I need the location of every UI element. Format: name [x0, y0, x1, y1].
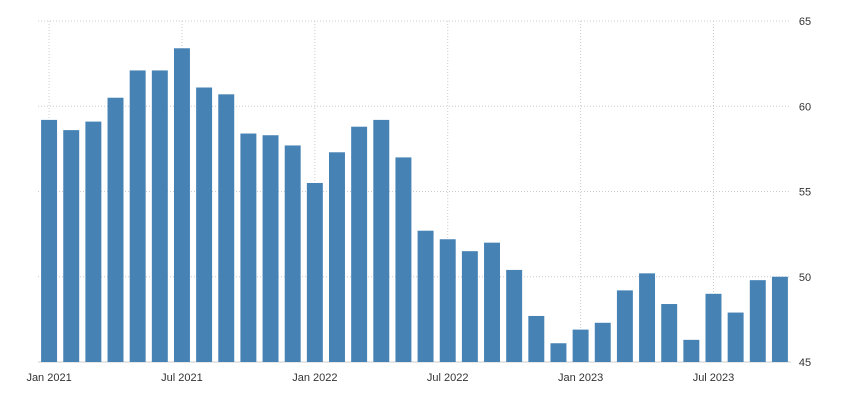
bar-2022-01[interactable] — [306, 182, 323, 362]
y-tick-label: 45 — [799, 357, 811, 369]
x-tick-label: Jul 2021 — [161, 372, 203, 384]
bar-2021-01[interactable] — [41, 119, 58, 362]
bar-2022-10[interactable] — [506, 269, 523, 362]
bar-2023-03[interactable] — [616, 290, 633, 362]
bar-2021-07[interactable] — [173, 48, 190, 362]
x-tick-label: Jul 2023 — [693, 372, 735, 384]
bar-2023-07[interactable] — [705, 293, 722, 362]
bar-2021-04[interactable] — [107, 97, 124, 362]
bar-2022-08[interactable] — [461, 251, 478, 362]
bar-2021-10[interactable] — [240, 133, 257, 362]
x-tick-label: Jan 2022 — [292, 372, 337, 384]
bar-2023-04[interactable] — [639, 273, 656, 362]
y-tick-label: 60 — [799, 101, 811, 113]
bar-2023-02[interactable] — [594, 322, 611, 362]
bar-2022-06[interactable] — [417, 230, 434, 362]
bar-2021-03[interactable] — [85, 121, 102, 362]
y-tick-label: 65 — [799, 16, 811, 28]
bar-2022-05[interactable] — [395, 157, 412, 362]
bar-2021-05[interactable] — [129, 70, 146, 362]
bar-2023-06[interactable] — [683, 339, 700, 362]
y-axis-labels: 45 50 55 60 65 — [799, 16, 811, 369]
bar-2021-06[interactable] — [151, 70, 168, 362]
bars-layer — [41, 48, 788, 363]
x-tick-label: Jul 2022 — [427, 372, 469, 384]
x-tick-label: Jan 2023 — [558, 372, 603, 384]
bar-2021-12[interactable] — [284, 145, 301, 362]
bar-2023-08[interactable] — [727, 312, 744, 362]
bar-2023-09[interactable] — [749, 280, 766, 362]
bar-2022-03[interactable] — [351, 126, 368, 363]
bar-2023-05[interactable] — [661, 304, 678, 362]
bar-2022-04[interactable] — [373, 119, 390, 362]
bar-2021-09[interactable] — [218, 94, 235, 362]
bar-2022-12[interactable] — [550, 343, 567, 362]
bar-2022-07[interactable] — [439, 239, 456, 362]
y-tick-label: 55 — [799, 187, 811, 199]
y-tick-label: 50 — [799, 272, 811, 284]
bar-2022-02[interactable] — [329, 152, 345, 362]
bar-2022-11[interactable] — [528, 315, 545, 362]
bar-2021-08[interactable] — [196, 87, 213, 363]
x-axis-labels: Jan 2021 Jul 2021 Jan 2022 Jul 2022 Jan 2023… — [26, 372, 734, 384]
grid-layer — [38, 20, 791, 363]
bar-2021-02[interactable] — [63, 130, 80, 362]
bar-2021-11[interactable] — [262, 135, 279, 362]
x-tick-label: Jan 2021 — [26, 372, 71, 384]
bar-2023-01[interactable] — [572, 329, 589, 362]
bar-2022-09[interactable] — [484, 242, 500, 362]
bar-2023-10[interactable] — [771, 276, 788, 362]
